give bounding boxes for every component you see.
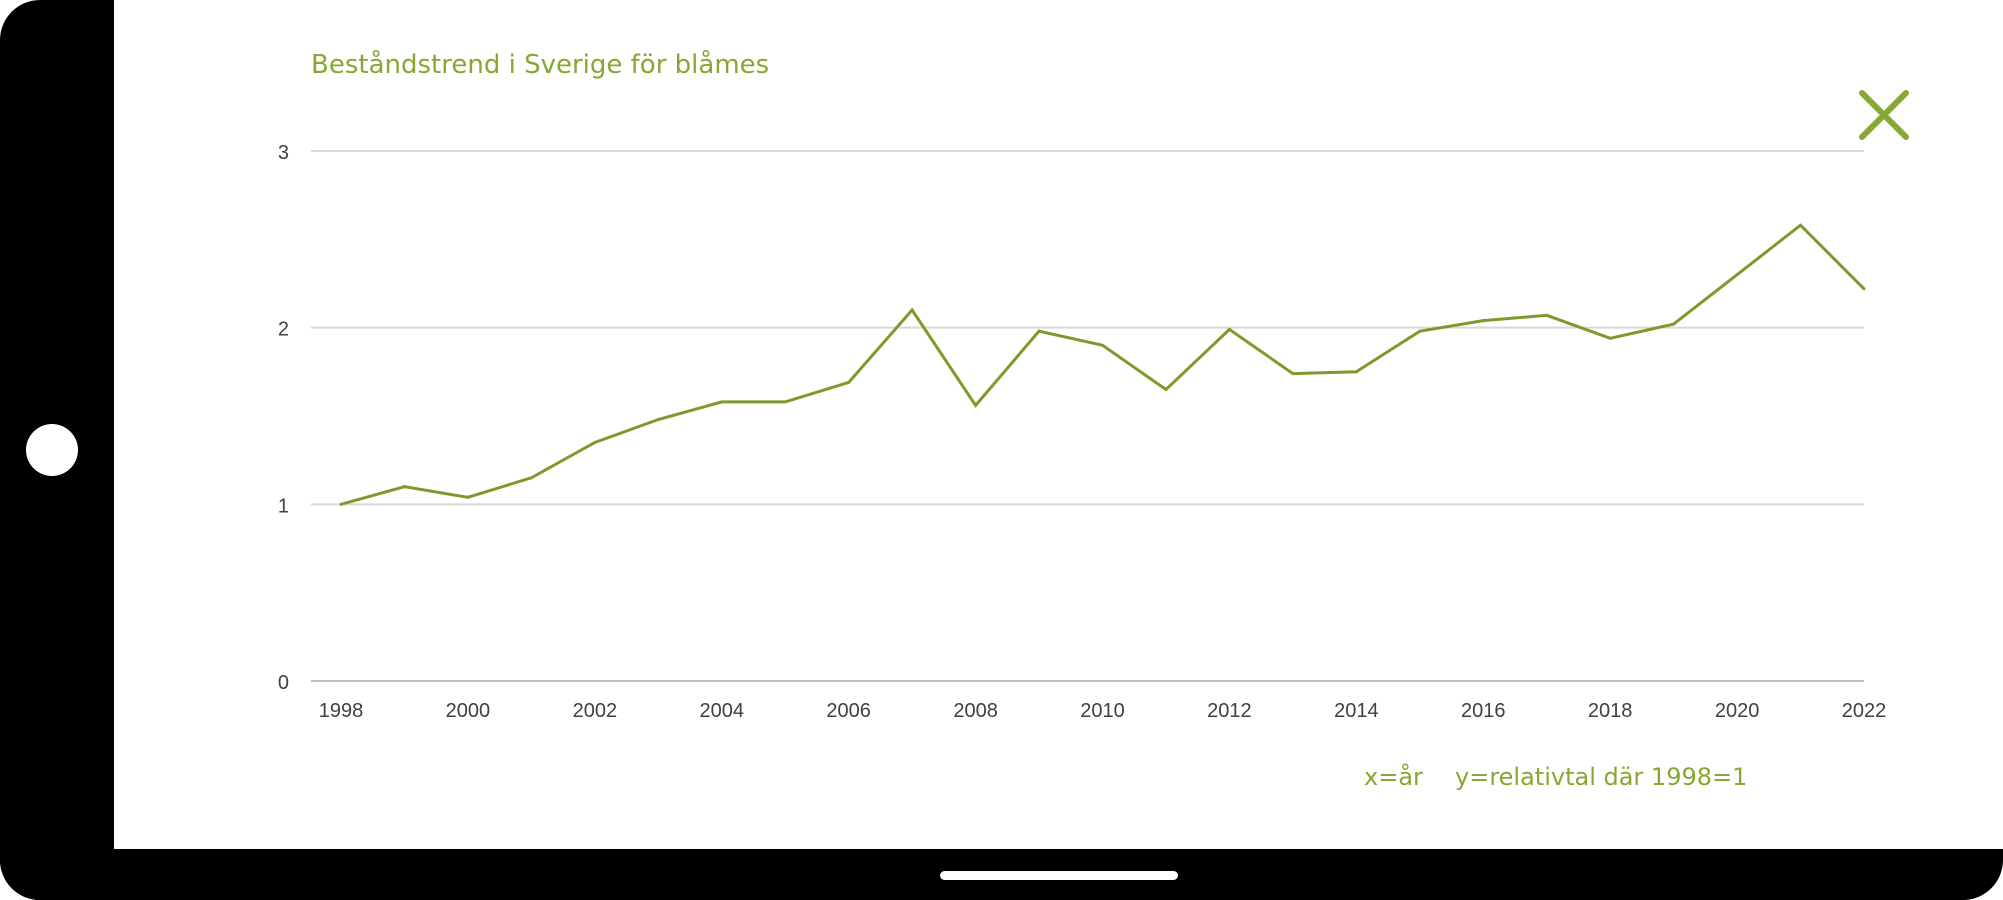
x-tick-label: 1998 (319, 700, 364, 722)
x-tick-label: 2000 (446, 700, 491, 722)
data-point (339, 502, 343, 506)
data-point (1291, 372, 1295, 376)
home-indicator-bar[interactable] (940, 871, 1178, 880)
close-button[interactable] (1857, 88, 1911, 142)
data-point (1799, 223, 1803, 227)
data-point (529, 476, 533, 480)
data-point (1862, 287, 1866, 291)
data-point (910, 308, 914, 312)
data-point (1735, 273, 1739, 277)
data-point (1354, 370, 1358, 374)
x-tick-label: 2010 (1080, 700, 1125, 722)
data-point (593, 441, 597, 444)
x-axis-caption: x=år (1364, 763, 1423, 791)
y-tick-label: 3 (278, 142, 289, 164)
x-tick-label: 2002 (573, 700, 618, 722)
data-point (1227, 327, 1231, 331)
x-tick-label: 2018 (1588, 700, 1633, 722)
data-point (720, 400, 724, 404)
x-tick-label: 2020 (1715, 700, 1760, 722)
camera-dot (26, 424, 78, 476)
x-tick-label: 2012 (1207, 700, 1252, 722)
data-point (1481, 319, 1485, 323)
x-tick-label: 2008 (953, 700, 998, 722)
y-tick-label: 1 (278, 495, 289, 517)
y-tick-label: 0 (278, 672, 289, 694)
y-tick-label: 2 (278, 319, 289, 341)
data-point (402, 485, 406, 489)
x-tick-label: 2004 (700, 700, 745, 722)
data-point (1418, 329, 1422, 333)
data-point (1545, 313, 1549, 317)
chart-title: Beståndstrend i Sverige för blåmes (311, 50, 770, 80)
data-point (1672, 322, 1676, 326)
series-line-0 (340, 223, 1866, 506)
data-point (1164, 388, 1168, 391)
data-point (974, 403, 978, 407)
x-tick-label: 2016 (1461, 700, 1506, 722)
x-tick-label: 2014 (1334, 700, 1379, 722)
x-tick-label: 2022 (1842, 700, 1887, 722)
data-point (1037, 329, 1041, 333)
close-icon (1859, 90, 1909, 140)
data-point (466, 495, 470, 499)
data-point (847, 380, 851, 384)
data-point (656, 418, 660, 422)
data-point (1608, 336, 1612, 340)
y-axis-caption: y=relativtal där 1998=1 (1455, 763, 1748, 791)
data-point (783, 400, 787, 404)
data-point (1101, 343, 1104, 347)
x-tick-label: 2006 (826, 700, 871, 722)
